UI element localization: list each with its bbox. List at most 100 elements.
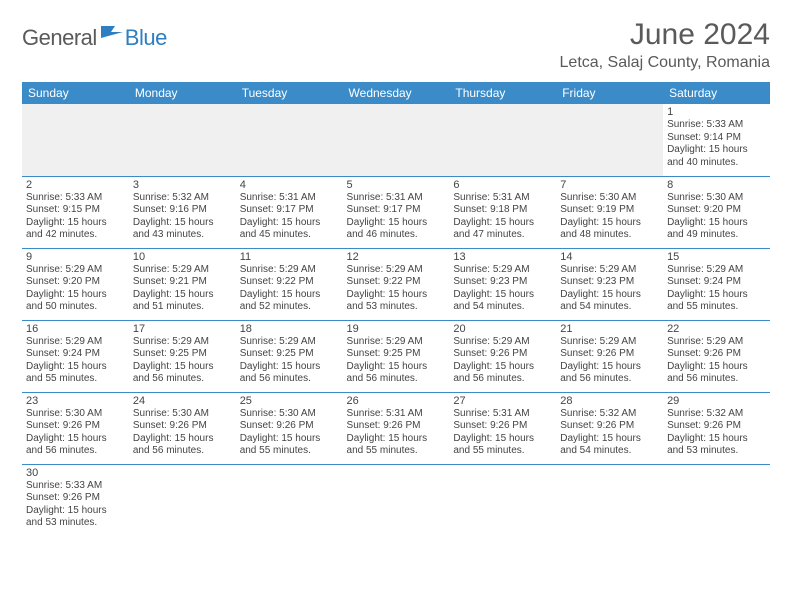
- calendar-cell: 2Sunrise: 5:33 AMSunset: 9:15 PMDaylight…: [22, 176, 129, 248]
- day-number: 30: [26, 467, 125, 479]
- daylight-line: Daylight: 15 hours and 49 minutes.: [667, 217, 766, 242]
- daylight-line: Daylight: 15 hours and 53 minutes.: [347, 289, 446, 314]
- daylight-line: Daylight: 15 hours and 40 minutes.: [667, 144, 766, 169]
- calendar-table: SundayMondayTuesdayWednesdayThursdayFrid…: [22, 82, 770, 536]
- calendar-header-row: SundayMondayTuesdayWednesdayThursdayFrid…: [22, 82, 770, 104]
- calendar-cell: [556, 104, 663, 176]
- calendar-cell: 26Sunrise: 5:31 AMSunset: 9:26 PMDayligh…: [343, 392, 450, 464]
- calendar-cell: 17Sunrise: 5:29 AMSunset: 9:25 PMDayligh…: [129, 320, 236, 392]
- sunrise-line: Sunrise: 5:29 AM: [26, 336, 125, 349]
- weekday-header: Friday: [556, 82, 663, 104]
- sunset-line: Sunset: 9:25 PM: [240, 348, 339, 361]
- sunrise-line: Sunrise: 5:30 AM: [26, 408, 125, 421]
- daylight-line: Daylight: 15 hours and 43 minutes.: [133, 217, 232, 242]
- day-number: 24: [133, 395, 232, 407]
- daylight-line: Daylight: 15 hours and 45 minutes.: [240, 217, 339, 242]
- calendar-cell: [129, 104, 236, 176]
- title-block: June 2024 Letca, Salaj County, Romania: [560, 18, 770, 72]
- sunrise-line: Sunrise: 5:33 AM: [26, 192, 125, 205]
- sunset-line: Sunset: 9:17 PM: [240, 204, 339, 217]
- daylight-line: Daylight: 15 hours and 56 minutes.: [453, 361, 552, 386]
- sunset-line: Sunset: 9:26 PM: [560, 420, 659, 433]
- calendar-cell: 15Sunrise: 5:29 AMSunset: 9:24 PMDayligh…: [663, 248, 770, 320]
- daylight-line: Daylight: 15 hours and 48 minutes.: [560, 217, 659, 242]
- calendar-cell: 28Sunrise: 5:32 AMSunset: 9:26 PMDayligh…: [556, 392, 663, 464]
- sunrise-line: Sunrise: 5:31 AM: [347, 192, 446, 205]
- sunset-line: Sunset: 9:26 PM: [453, 420, 552, 433]
- day-number: 28: [560, 395, 659, 407]
- daylight-line: Daylight: 15 hours and 52 minutes.: [240, 289, 339, 314]
- sunrise-line: Sunrise: 5:29 AM: [667, 264, 766, 277]
- calendar-cell: 18Sunrise: 5:29 AMSunset: 9:25 PMDayligh…: [236, 320, 343, 392]
- calendar-cell: 3Sunrise: 5:32 AMSunset: 9:16 PMDaylight…: [129, 176, 236, 248]
- sunrise-line: Sunrise: 5:29 AM: [453, 264, 552, 277]
- sunset-line: Sunset: 9:23 PM: [453, 276, 552, 289]
- day-number: 12: [347, 251, 446, 263]
- day-number: 2: [26, 179, 125, 191]
- calendar-cell: 5Sunrise: 5:31 AMSunset: 9:17 PMDaylight…: [343, 176, 450, 248]
- weekday-header: Saturday: [663, 82, 770, 104]
- day-number: 11: [240, 251, 339, 263]
- day-number: 23: [26, 395, 125, 407]
- calendar-cell: 11Sunrise: 5:29 AMSunset: 9:22 PMDayligh…: [236, 248, 343, 320]
- day-number: 22: [667, 323, 766, 335]
- day-number: 18: [240, 323, 339, 335]
- day-number: 9: [26, 251, 125, 263]
- day-number: 20: [453, 323, 552, 335]
- weekday-header: Monday: [129, 82, 236, 104]
- daylight-line: Daylight: 15 hours and 55 minutes.: [347, 433, 446, 458]
- daylight-line: Daylight: 15 hours and 54 minutes.: [560, 433, 659, 458]
- weekday-header: Thursday: [449, 82, 556, 104]
- day-number: 10: [133, 251, 232, 263]
- logo-flag-icon: [101, 24, 123, 43]
- daylight-line: Daylight: 15 hours and 55 minutes.: [453, 433, 552, 458]
- sunset-line: Sunset: 9:20 PM: [667, 204, 766, 217]
- calendar-cell: [22, 104, 129, 176]
- sunset-line: Sunset: 9:22 PM: [347, 276, 446, 289]
- sunset-line: Sunset: 9:15 PM: [26, 204, 125, 217]
- calendar-cell: 25Sunrise: 5:30 AMSunset: 9:26 PMDayligh…: [236, 392, 343, 464]
- calendar-cell: 6Sunrise: 5:31 AMSunset: 9:18 PMDaylight…: [449, 176, 556, 248]
- calendar-cell: 29Sunrise: 5:32 AMSunset: 9:26 PMDayligh…: [663, 392, 770, 464]
- daylight-line: Daylight: 15 hours and 53 minutes.: [667, 433, 766, 458]
- calendar-cell: 21Sunrise: 5:29 AMSunset: 9:26 PMDayligh…: [556, 320, 663, 392]
- calendar-cell: [343, 104, 450, 176]
- daylight-line: Daylight: 15 hours and 56 minutes.: [560, 361, 659, 386]
- daylight-line: Daylight: 15 hours and 56 minutes.: [26, 433, 125, 458]
- calendar-cell: 16Sunrise: 5:29 AMSunset: 9:24 PMDayligh…: [22, 320, 129, 392]
- daylight-line: Daylight: 15 hours and 56 minutes.: [667, 361, 766, 386]
- calendar-cell: 4Sunrise: 5:31 AMSunset: 9:17 PMDaylight…: [236, 176, 343, 248]
- logo-text-blue: Blue: [125, 25, 167, 51]
- weekday-header: Tuesday: [236, 82, 343, 104]
- sunset-line: Sunset: 9:25 PM: [347, 348, 446, 361]
- calendar-cell: 30Sunrise: 5:33 AMSunset: 9:26 PMDayligh…: [22, 464, 129, 536]
- calendar-cell: 23Sunrise: 5:30 AMSunset: 9:26 PMDayligh…: [22, 392, 129, 464]
- day-number: 17: [133, 323, 232, 335]
- daylight-line: Daylight: 15 hours and 54 minutes.: [453, 289, 552, 314]
- sunrise-line: Sunrise: 5:29 AM: [560, 264, 659, 277]
- sunset-line: Sunset: 9:24 PM: [667, 276, 766, 289]
- calendar-cell: 20Sunrise: 5:29 AMSunset: 9:26 PMDayligh…: [449, 320, 556, 392]
- daylight-line: Daylight: 15 hours and 54 minutes.: [560, 289, 659, 314]
- calendar-cell: [449, 464, 556, 536]
- sunrise-line: Sunrise: 5:31 AM: [347, 408, 446, 421]
- sunset-line: Sunset: 9:16 PM: [133, 204, 232, 217]
- day-number: 26: [347, 395, 446, 407]
- sunset-line: Sunset: 9:26 PM: [347, 420, 446, 433]
- day-number: 7: [560, 179, 659, 191]
- day-number: 3: [133, 179, 232, 191]
- sunset-line: Sunset: 9:23 PM: [560, 276, 659, 289]
- daylight-line: Daylight: 15 hours and 55 minutes.: [240, 433, 339, 458]
- day-number: 6: [453, 179, 552, 191]
- calendar-cell: 8Sunrise: 5:30 AMSunset: 9:20 PMDaylight…: [663, 176, 770, 248]
- sunset-line: Sunset: 9:20 PM: [26, 276, 125, 289]
- sunrise-line: Sunrise: 5:32 AM: [560, 408, 659, 421]
- calendar-cell: 10Sunrise: 5:29 AMSunset: 9:21 PMDayligh…: [129, 248, 236, 320]
- day-number: 27: [453, 395, 552, 407]
- calendar-week-row: 9 Sunrise: 5:29 AM Sunset: 9:20 PM Daylight…: [22, 248, 770, 320]
- daylight-line: Daylight: 15 hours and 47 minutes.: [453, 217, 552, 242]
- day-number: 21: [560, 323, 659, 335]
- daylight-line: Daylight: 15 hours and 51 minutes.: [133, 289, 232, 314]
- day-number: 13: [453, 251, 552, 263]
- calendar-cell: 9Sunrise: 5:29 AMSunset: 9:20 PMDaylight…: [22, 248, 129, 320]
